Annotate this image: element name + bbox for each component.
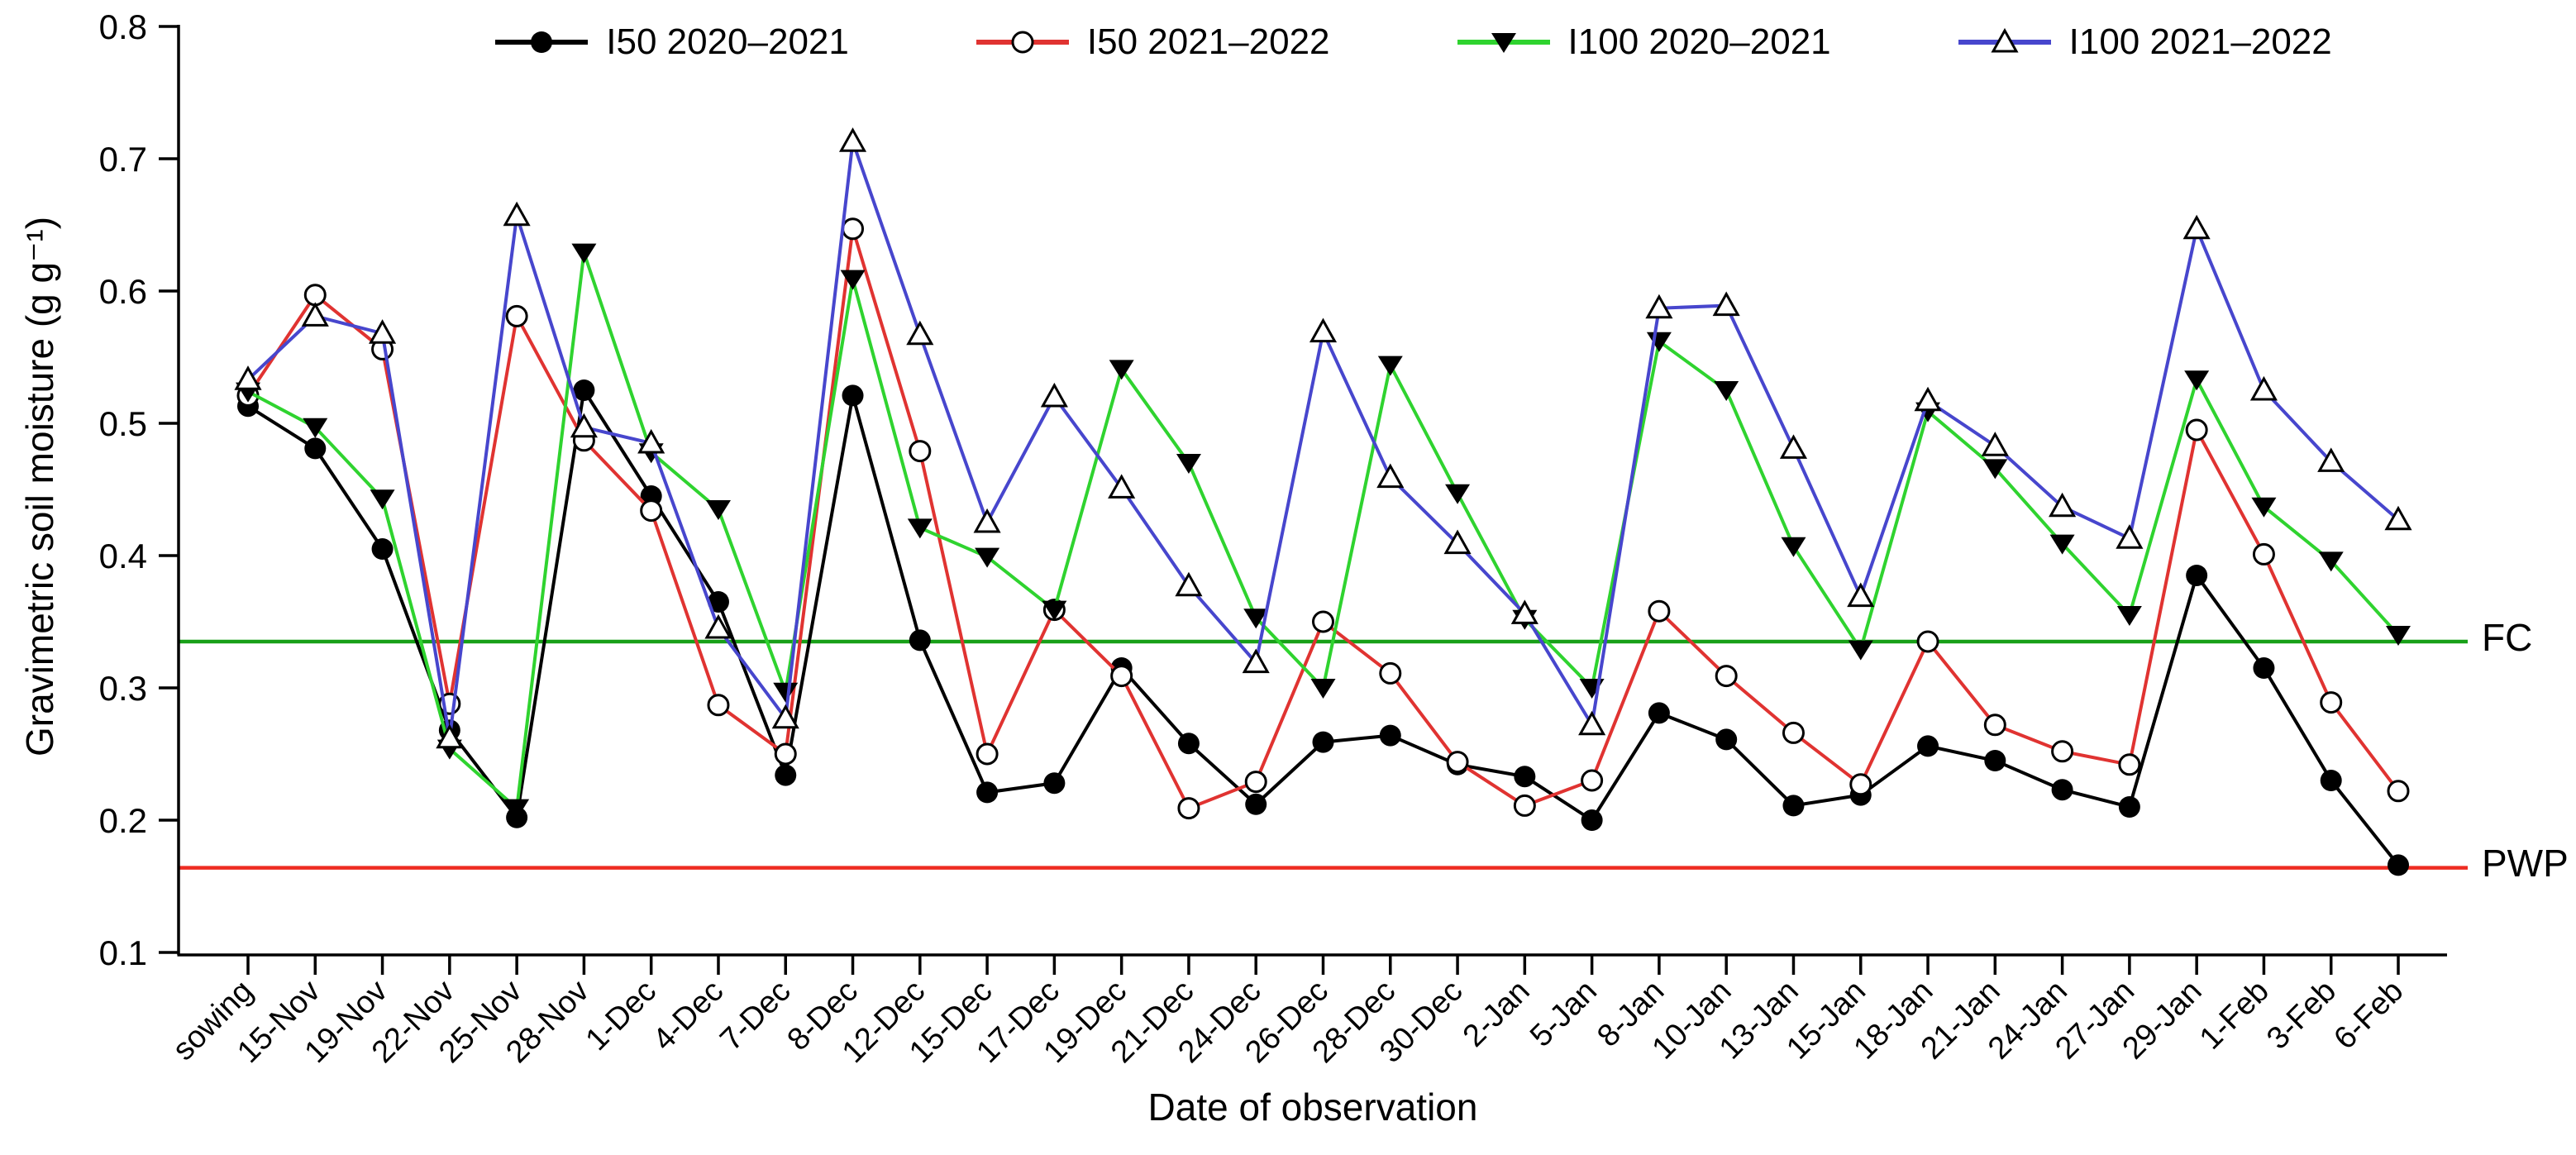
series-i100-2021-2022 (234, 127, 2412, 749)
svg-text:0.5: 0.5 (99, 404, 147, 443)
svg-text:0.6: 0.6 (99, 272, 147, 311)
legend-swatch-i100-2020-2021-icon (1457, 33, 1550, 53)
svg-text:4-Dec: 4-Dec (646, 974, 730, 1057)
legend-swatch-i50-2020-2021-icon (495, 31, 589, 53)
legend-swatch-i100-2021-2022-icon (1958, 27, 2051, 53)
y-axis-ticks: 0.1 0.2 0.3 0.4 0.5 0.6 0.7 0.8 (99, 7, 179, 972)
legend-label: I100 2020–2021 (1567, 21, 1831, 62)
svg-text:3-Feb: 3-Feb (2260, 974, 2343, 1057)
x-axis-title: Date of observation (1147, 1086, 1478, 1129)
svg-text:2-Jan: 2-Jan (1457, 974, 1537, 1054)
svg-text:6-Feb: 6-Feb (2327, 974, 2410, 1057)
axes (177, 25, 2447, 957)
svg-text:0.2: 0.2 (99, 801, 147, 840)
svg-text:1-Dec: 1-Dec (580, 974, 663, 1057)
y-axis-title: Gravimetric soil moisture (g g⁻¹) (18, 216, 61, 757)
reference-lines (179, 639, 2468, 870)
series-i50-2020-2021 (237, 379, 2409, 876)
svg-text:0.3: 0.3 (99, 669, 147, 708)
svg-text:0.4: 0.4 (99, 537, 147, 575)
fc-line-label: FC (2482, 616, 2533, 659)
x-axis-ticks: sowing15-Nov19-Nov22-Nov25-Nov28-Nov1-De… (166, 955, 2410, 1070)
legend-label: I100 2021–2022 (2068, 21, 2332, 62)
legend-label: I50 2020–2021 (606, 21, 849, 62)
svg-text:5-Jan: 5-Jan (1524, 974, 1604, 1054)
svg-text:1-Feb: 1-Feb (2193, 974, 2276, 1057)
svg-text:7-Dec: 7-Dec (713, 974, 797, 1057)
legend-item-i100-2020-2021: I100 2020–2021 (1454, 21, 1831, 63)
legend-item-i50-2021-2022: I50 2021–2022 (973, 21, 1330, 63)
pwp-line-label: PWP (2482, 842, 2569, 885)
legend-item-i100-2021-2022: I100 2021–2022 (1955, 21, 2332, 63)
svg-text:0.8: 0.8 (99, 7, 147, 46)
legend: I50 2020–2021 I50 2021–2022 I100 2020–20… (0, 21, 2576, 63)
legend-item-i50-2020-2021: I50 2020–2021 (492, 21, 849, 63)
legend-label: I50 2021–2022 (1086, 21, 1330, 62)
legend-swatch-i50-2021-2022-icon (976, 31, 1069, 54)
svg-text:0.7: 0.7 (99, 140, 147, 179)
svg-text:0.1: 0.1 (99, 933, 147, 972)
